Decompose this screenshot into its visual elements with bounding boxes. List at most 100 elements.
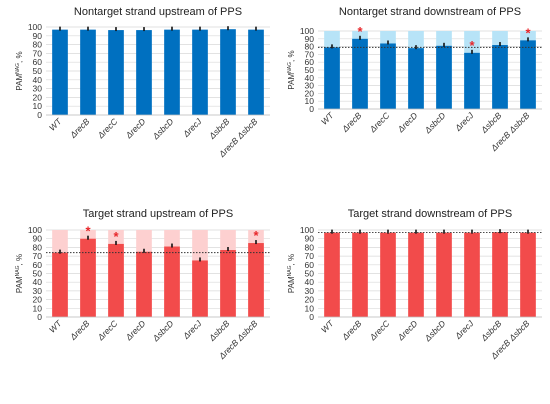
bar: [380, 43, 396, 110]
bar: [108, 243, 124, 317]
chart-title: Nontarget strand downstream of PPS: [339, 6, 521, 18]
x-tick-label: ΔrecJ: [452, 110, 476, 134]
x-tick-label: WT: [47, 318, 64, 335]
chart-title: Target strand upstream of PPS: [83, 208, 233, 220]
y-tick-label: 0: [37, 110, 42, 120]
x-tick-label: ΔsbcB: [478, 110, 503, 135]
y-tick-label: 80: [33, 40, 43, 50]
y-tick-label: 20: [305, 88, 315, 98]
y-tick-label: 40: [33, 75, 43, 85]
y-tick-label: 30: [33, 84, 43, 94]
y-tick-label: 80: [305, 42, 315, 52]
y-tick-label: 40: [33, 277, 43, 287]
y-tick-label: 70: [305, 49, 315, 59]
bar: [136, 251, 152, 317]
bar: [520, 232, 536, 317]
chart-panel-1: Nontarget strand upstream of PPS 01020304…: [15, 6, 270, 160]
y-tick-label: 60: [33, 260, 43, 270]
bar: [220, 250, 236, 317]
y-tick-label: 60: [305, 57, 315, 67]
x-tick-label: ΔrecC: [367, 110, 392, 135]
x-tick-label: ΔrecJ: [452, 318, 476, 342]
y-tick-label: 50: [33, 66, 43, 76]
significance-marker: *: [85, 224, 91, 239]
x-tick-label: WT: [319, 318, 336, 335]
x-tick-label: WT: [47, 116, 64, 133]
y-axis-label: PAMNAG, %: [15, 51, 24, 90]
y-tick-label: 0: [309, 104, 314, 114]
chart-panel-3: Target strand upstream of PPS 01020304050…: [15, 208, 270, 362]
x-tick-label: ΔrecB: [339, 318, 363, 342]
x-tick-label: ΔrecD: [123, 318, 148, 343]
bar: [436, 232, 452, 317]
bar: [52, 29, 68, 115]
y-tick-label: 100: [300, 225, 314, 235]
y-tick-label: 90: [305, 34, 315, 44]
bar: [80, 29, 96, 115]
y-tick-label: 90: [305, 234, 315, 244]
y-axis-label: PAMNAG, %: [15, 254, 24, 293]
x-tick-label: ΔrecC: [367, 318, 392, 343]
y-tick-label: 20: [33, 92, 43, 102]
bar: [52, 252, 68, 317]
x-tick-label: ΔsbcD: [422, 110, 448, 136]
x-tick-label: ΔsbcB: [206, 116, 231, 141]
bar: [352, 38, 368, 109]
x-tick-label: ΔrecB: [67, 116, 91, 140]
chart-panel-2: Nontarget strand downstream of PPS 010203…: [287, 6, 542, 154]
bar: [464, 232, 480, 317]
y-tick-label: 30: [305, 81, 315, 91]
y-tick-label: 90: [33, 31, 43, 41]
x-tick-label: ΔsbcD: [150, 116, 176, 142]
bar: [492, 45, 508, 109]
y-tick-label: 30: [33, 286, 43, 296]
bar: [464, 52, 480, 109]
x-tick-label: ΔrecC: [95, 116, 120, 141]
x-tick-label: ΔrecJ: [180, 116, 204, 140]
y-tick-label: 80: [33, 242, 43, 252]
x-tick-label: ΔrecJ: [180, 318, 204, 342]
chart-title: Nontarget strand upstream of PPS: [74, 6, 242, 18]
bar: [80, 238, 96, 317]
x-tick-label: ΔsbcB: [478, 318, 503, 343]
y-tick-label: 100: [28, 225, 42, 235]
y-tick-label: 70: [33, 251, 43, 261]
x-tick-label: ΔrecD: [395, 110, 420, 135]
significance-marker: *: [525, 25, 531, 40]
y-tick-label: 30: [305, 286, 315, 296]
significance-marker: *: [113, 229, 119, 244]
bar: [380, 232, 396, 317]
x-tick-label: ΔrecB: [67, 318, 91, 342]
x-tick-label: ΔrecB: [339, 110, 363, 134]
chart-title: Target strand downstream of PPS: [348, 208, 512, 220]
bar: [492, 232, 508, 317]
y-tick-label: 10: [305, 96, 315, 106]
bar: [408, 232, 424, 317]
y-tick-label: 50: [305, 65, 315, 75]
y-tick-label: 20: [305, 295, 315, 305]
y-tick-label: 70: [33, 48, 43, 58]
x-tick-label: ΔsbcD: [150, 318, 176, 344]
bar: [108, 30, 124, 115]
x-tick-label: ΔsbcD: [422, 318, 448, 344]
bar: [220, 29, 236, 116]
bar: [520, 40, 536, 109]
y-tick-label: 40: [305, 73, 315, 83]
y-axis-label: PAMNAG, %: [287, 254, 296, 293]
y-tick-label: 40: [305, 277, 315, 287]
x-tick-label: ΔrecD: [123, 116, 148, 141]
y-tick-label: 50: [305, 269, 315, 279]
bar: [408, 48, 424, 109]
bar: [192, 260, 208, 317]
y-tick-label: 0: [37, 312, 42, 322]
x-tick-label: WT: [319, 110, 336, 127]
bar: [136, 30, 152, 115]
y-tick-label: 80: [305, 242, 315, 252]
x-tick-label: ΔsbcB: [206, 318, 231, 343]
bar: [324, 232, 340, 317]
y-tick-label: 70: [305, 251, 315, 261]
y-tick-label: 50: [33, 269, 43, 279]
y-tick-label: 100: [28, 22, 42, 32]
x-tick-label: ΔrecC: [95, 318, 120, 343]
